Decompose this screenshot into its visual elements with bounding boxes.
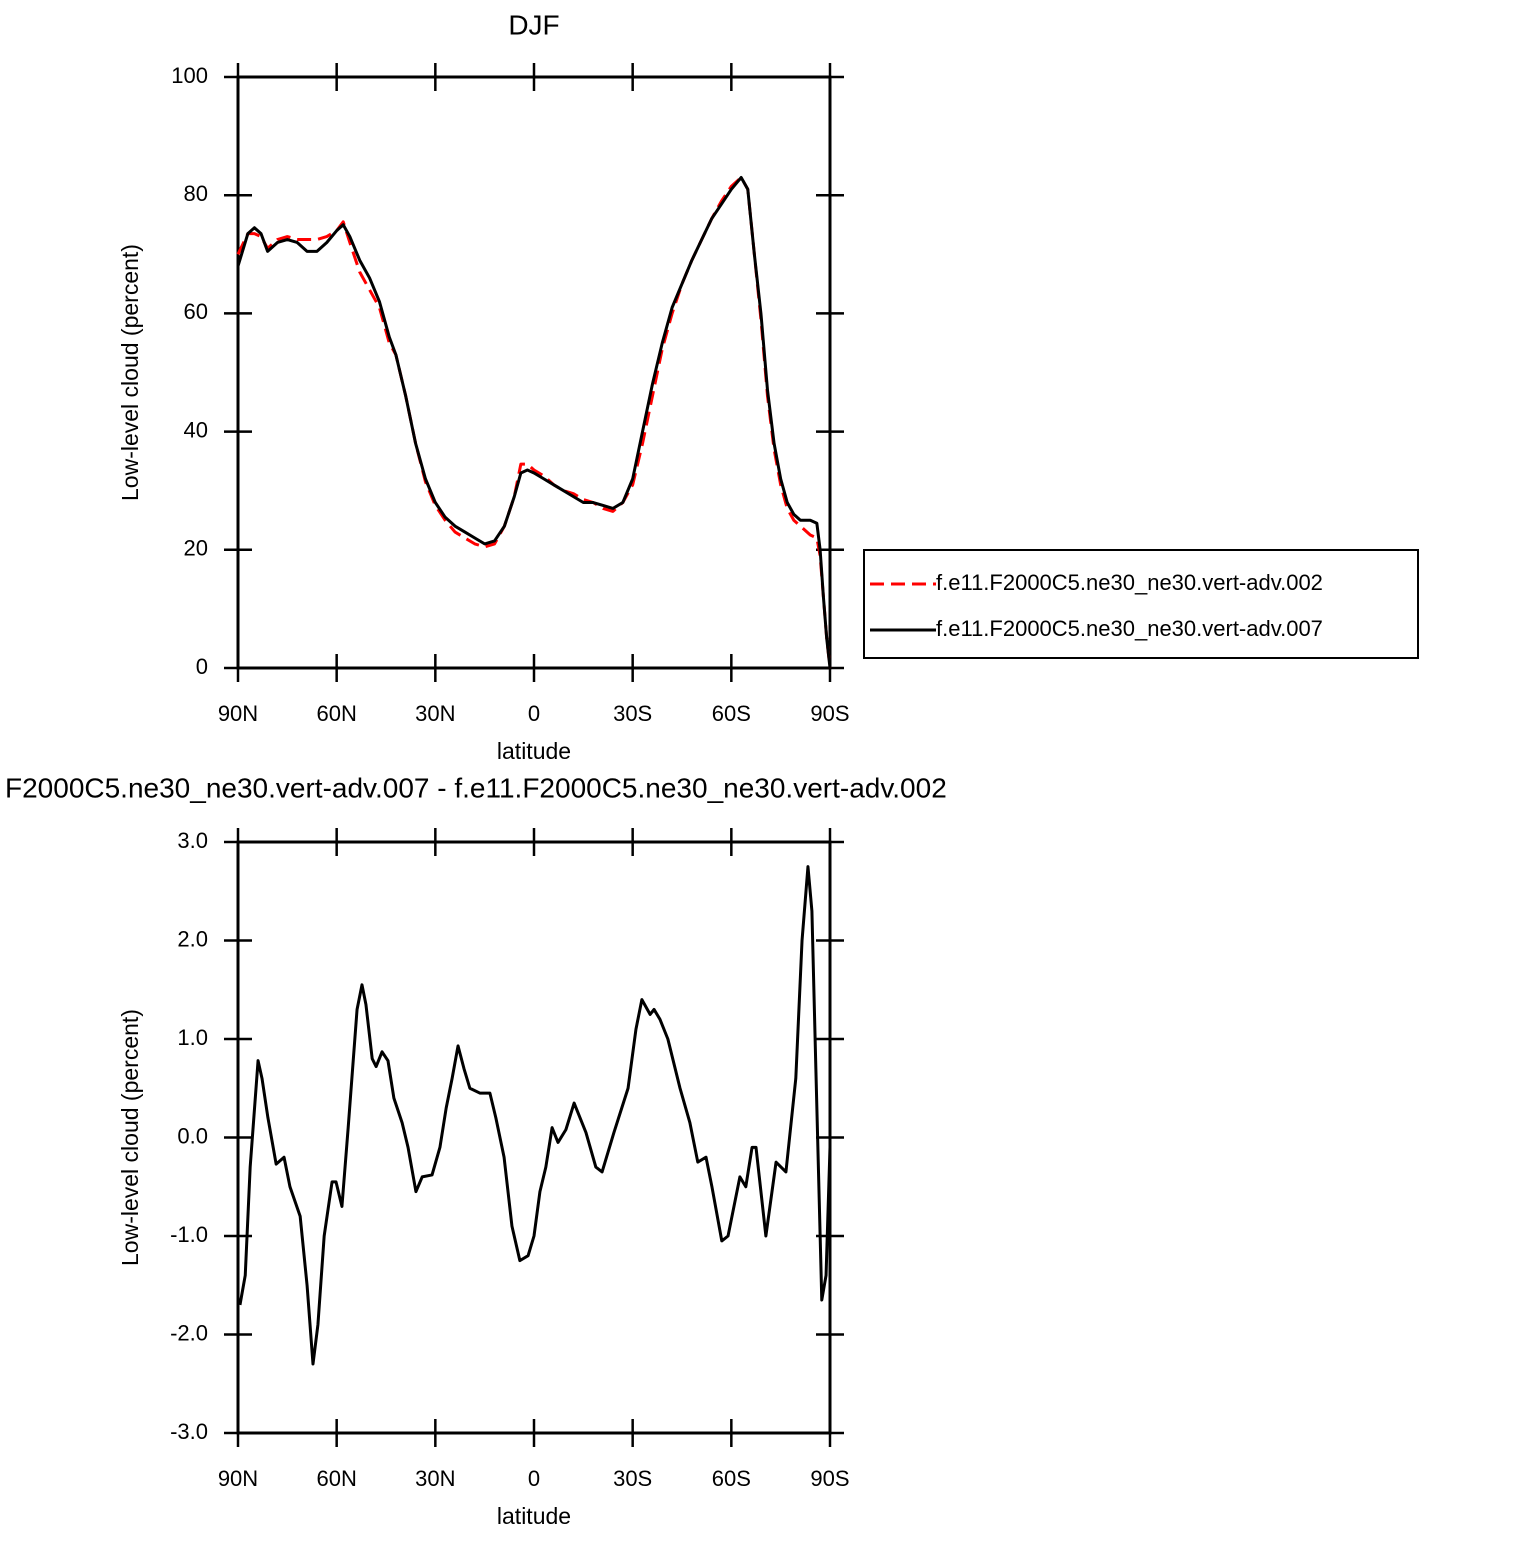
x-axis-label: latitude (497, 738, 571, 764)
x-tick-label: 0 (528, 1466, 540, 1491)
legend-label: f.e11.F2000C5.ne30_ne30.vert-adv.002 (936, 570, 1323, 595)
y-tick-label: 20 (184, 536, 208, 561)
x-tick-label: 90S (810, 1466, 849, 1491)
x-tick-label: 60N (316, 1466, 356, 1491)
y-axis-label: Low-level cloud (percent) (117, 244, 143, 501)
x-tick-label: 60N (316, 701, 356, 726)
x-tick-label: 60S (712, 701, 751, 726)
y-tick-label: 1.0 (177, 1025, 208, 1050)
chart-title: DJF (508, 9, 559, 40)
y-axis-label: Low-level cloud (percent) (117, 1009, 143, 1266)
y-tick-label: 0.0 (177, 1123, 208, 1148)
x-tick-label: 0 (528, 701, 540, 726)
x-tick-label: 30S (613, 701, 652, 726)
plot-frame (236, 840, 832, 1435)
y-tick-label: 40 (184, 417, 208, 442)
legend-label: f.e11.F2000C5.ne30_ne30.vert-adv.007 (936, 616, 1323, 641)
x-tick-label: 30N (415, 701, 455, 726)
y-tick-label: 80 (184, 181, 208, 206)
data-line (236, 175, 832, 669)
x-tick-label: 30S (613, 1466, 652, 1491)
y-tick-label: 100 (171, 63, 208, 88)
y-tick-label: -3.0 (170, 1419, 208, 1444)
data-line (236, 175, 832, 669)
y-tick-label: -2.0 (170, 1320, 208, 1345)
plot-frame (236, 75, 832, 670)
x-tick-label: 60S (712, 1466, 751, 1491)
x-axis-label: latitude (497, 1503, 571, 1529)
data-line (238, 865, 832, 1366)
y-tick-label: 60 (184, 299, 208, 324)
y-tick-label: 3.0 (177, 828, 208, 853)
legend-box (863, 549, 1419, 659)
x-tick-label: 90N (218, 1466, 258, 1491)
x-tick-label: 90S (810, 701, 849, 726)
chart-title: F2000C5.ne30_ne30.vert-adv.007 - f.e11.F… (5, 772, 947, 803)
y-tick-label: 2.0 (177, 926, 208, 951)
y-tick-label: -1.0 (170, 1222, 208, 1247)
x-tick-label: 30N (415, 1466, 455, 1491)
y-tick-label: 0 (196, 654, 208, 679)
x-tick-label: 90N (218, 701, 258, 726)
